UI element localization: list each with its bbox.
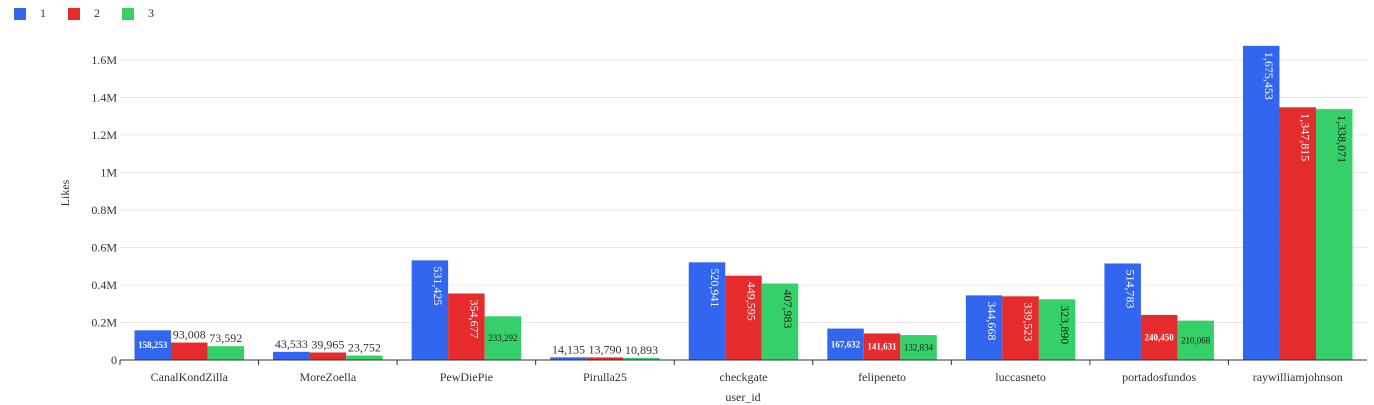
y-axis-title: Likes	[58, 179, 72, 206]
data-label: 354,677	[467, 299, 481, 338]
y-tick-label: 1M	[100, 166, 117, 180]
x-tick-label: raywilliamjohnson	[1253, 370, 1343, 384]
y-tick-label: 0.6M	[91, 241, 117, 255]
data-label: 449,595	[745, 282, 759, 321]
bar[interactable]	[761, 283, 799, 360]
y-tick-label: 0.2M	[91, 316, 117, 330]
data-label: 158,253	[138, 340, 168, 350]
y-tick-label: 0	[111, 353, 117, 367]
x-axis: CanalKondZilla MoreZoella PewDiePie Pirulla…	[119, 359, 1367, 384]
data-label: 39,965	[311, 338, 344, 352]
data-label: 10,893	[625, 343, 658, 357]
bar[interactable]	[134, 330, 172, 360]
bar[interactable]	[411, 260, 449, 360]
x-tick-label: luccasneto	[995, 370, 1046, 384]
bar[interactable]	[207, 346, 245, 360]
x-tick-label: Pirulla25	[583, 370, 627, 384]
bar[interactable]	[965, 295, 1003, 360]
legend-swatch-1	[14, 7, 26, 20]
legend-item-1[interactable]: 1	[14, 6, 46, 21]
data-label: 93,008	[173, 328, 206, 342]
legend-label-1: 1	[40, 6, 46, 20]
bar[interactable]	[863, 333, 901, 360]
data-label: 323,890	[1058, 305, 1072, 344]
data-label: 233,292	[488, 333, 517, 343]
legend-label-3: 3	[148, 6, 154, 20]
data-label: 210,068	[1181, 335, 1211, 345]
legend-swatch-2	[68, 7, 80, 20]
bar[interactable]	[1279, 107, 1316, 360]
legend: 1 2 3	[14, 6, 176, 21]
grid	[120, 59, 1367, 323]
data-label: 344,668	[985, 301, 999, 340]
y-tick-label: 1.4M	[91, 91, 117, 105]
data-label: 141,631	[867, 342, 897, 352]
bar[interactable]	[1177, 320, 1214, 360]
data-label: 1,338,071	[1335, 115, 1349, 163]
legend-label-2: 2	[94, 6, 100, 20]
bar[interactable]	[623, 357, 660, 360]
legend-item-2[interactable]: 2	[68, 6, 100, 21]
bar[interactable]	[273, 351, 310, 360]
bar[interactable]	[1104, 263, 1141, 360]
data-label: 339,523	[1022, 302, 1036, 341]
legend-item-3[interactable]: 3	[122, 6, 154, 21]
bar[interactable]	[1315, 109, 1353, 360]
y-tick-label: 1.2M	[91, 128, 117, 142]
y-axis: 0 0.2M 0.4M 0.6M 0.8M 1M 1.2M 1.4M 1.6M	[91, 53, 117, 367]
data-label: 132,834	[904, 343, 934, 353]
legend-swatch-3	[122, 7, 134, 20]
x-tick-label: PewDiePie	[440, 370, 493, 384]
bar[interactable]	[1038, 299, 1076, 360]
y-tick-label: 1.6M	[91, 53, 117, 67]
bar[interactable]	[1242, 45, 1280, 360]
x-tick-label: checkgate	[720, 370, 768, 384]
bar[interactable]	[309, 352, 347, 360]
data-label: 1,347,815	[1299, 113, 1313, 161]
x-tick-label: CanalKondZilla	[151, 370, 229, 384]
bar[interactable]	[550, 357, 587, 360]
bar[interactable]	[725, 275, 762, 360]
data-label: 167,632	[831, 339, 861, 349]
bar[interactable]	[346, 355, 383, 360]
data-label: 13,790	[588, 342, 621, 356]
bars: 158,253 93,008 73,592 43,533 39,965 23,752 531…	[134, 45, 1353, 360]
x-tick-label: felipeneto	[858, 370, 906, 384]
data-label: 43,533	[275, 337, 308, 351]
data-label: 514,783	[1124, 269, 1138, 308]
x-axis-title: user_id	[725, 390, 760, 404]
bar[interactable]	[900, 335, 937, 360]
x-tick-label: portadosfundos	[1122, 370, 1196, 384]
bar[interactable]	[688, 262, 726, 360]
data-label: 240,450	[1145, 332, 1175, 342]
y-tick-label: 0.4M	[91, 278, 117, 292]
y-tick-label: 0.8M	[91, 203, 117, 217]
bar[interactable]	[586, 357, 624, 360]
bar[interactable]	[1002, 296, 1039, 360]
data-label: 23,752	[348, 341, 381, 355]
data-label: 520,941	[708, 268, 722, 307]
bar[interactable]	[171, 342, 208, 360]
bar[interactable]	[1140, 314, 1178, 360]
data-label: 73,592	[209, 331, 242, 345]
x-tick-label: MoreZoella	[300, 370, 357, 384]
bar[interactable]	[827, 328, 864, 360]
data-label: 407,983	[781, 290, 795, 329]
bar[interactable]	[484, 316, 522, 360]
bar[interactable]	[448, 293, 485, 360]
data-label: 531,425	[431, 266, 445, 305]
data-label: 14,135	[552, 342, 585, 356]
data-label: 1,675,453	[1262, 52, 1276, 100]
